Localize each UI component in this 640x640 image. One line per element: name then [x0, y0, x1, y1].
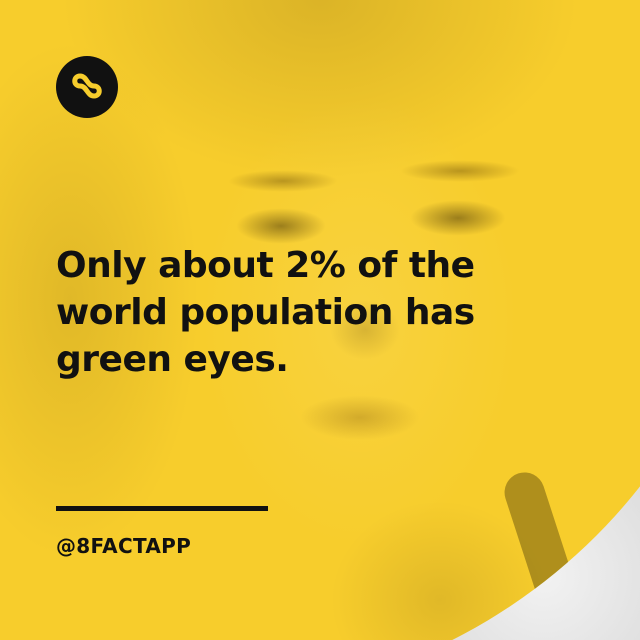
- lips-shading: [300, 395, 420, 440]
- hair-shading-left: [0, 40, 200, 560]
- logo-glyph: [72, 73, 102, 99]
- brand-handle: @8FACTAPP: [56, 534, 192, 558]
- nose-shading: [330, 300, 400, 360]
- face-highlight: [200, 90, 520, 550]
- infinity-eight-logo-icon: [56, 56, 118, 118]
- left-eyebrow: [228, 170, 338, 192]
- right-eye: [410, 200, 506, 236]
- left-eye: [236, 208, 326, 244]
- fact-headline: Only about 2% of the world population ha…: [56, 245, 475, 380]
- divider-line: [56, 506, 268, 511]
- right-eyebrow: [400, 160, 520, 182]
